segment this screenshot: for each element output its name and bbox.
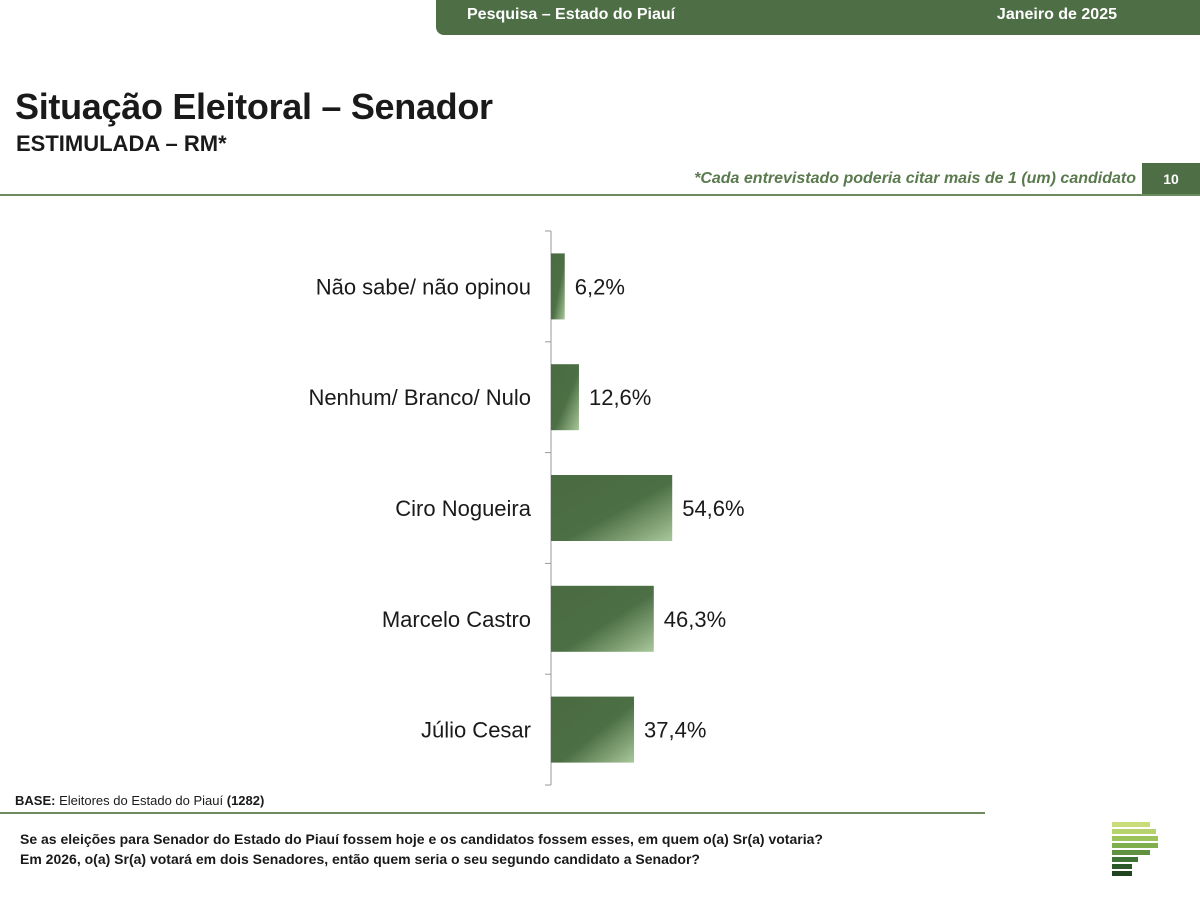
divider-bottom <box>0 812 985 814</box>
page-number: 10 <box>1142 163 1200 195</box>
base-note: BASE: Eleitores do Estado do Piauí (1282… <box>15 793 264 808</box>
data-label: 6,2% <box>575 274 625 299</box>
survey-name: Pesquisa – Estado do Piauí <box>467 6 676 23</box>
category-label: Marcelo Castro <box>382 607 531 632</box>
question-line-2: Em 2026, o(a) Sr(a) votará em dois Senad… <box>20 851 700 867</box>
data-label: 37,4% <box>644 718 706 743</box>
survey-date: Janeiro de 2025 <box>996 6 1117 23</box>
category-label: Ciro Nogueira <box>395 496 531 521</box>
data-label: 12,6% <box>589 385 651 410</box>
question-line-1: Se as eleições para Senador do Estado do… <box>20 831 823 847</box>
bar <box>551 364 579 431</box>
data-label: 46,3% <box>664 607 726 632</box>
logo-stripe <box>1112 829 1156 834</box>
logo-stripe <box>1112 836 1158 841</box>
header-bar: Pesquisa – Estado do Piauí Janeiro de 20… <box>436 0 1200 35</box>
base-count: (1282) <box>226 793 265 808</box>
footnote: *Cada entrevistado poderia citar mais de… <box>694 170 1136 187</box>
bar-chart: Não sabe/ não opinou 6,2% Nenhum/ Branco/ … <box>308 230 745 786</box>
logo-stripe <box>1112 864 1132 869</box>
bar <box>551 585 654 652</box>
base-text: Eleitores do Estado do Piauí <box>55 793 227 808</box>
category-label: Não sabe/ não opinou <box>316 274 531 299</box>
bar <box>551 696 635 763</box>
divider-top <box>0 194 1200 196</box>
bar <box>551 253 565 320</box>
survey-question: Se as eleições para Senador do Estado do… <box>20 829 823 869</box>
base-label: BASE: <box>15 793 56 808</box>
logo-stripe <box>1112 843 1158 848</box>
data-label: 54,6% <box>682 496 744 521</box>
page-subtitle: ESTIMULADA – RM* <box>16 131 227 156</box>
logo-stripe <box>1112 857 1138 862</box>
category-label: Júlio Cesar <box>421 718 531 743</box>
category-label: Nenhum/ Branco/ Nulo <box>308 385 531 410</box>
bar <box>551 475 673 541</box>
brand-logo <box>1112 822 1158 876</box>
logo-stripe <box>1112 850 1150 855</box>
page-title: Situação Eleitoral – Senador <box>15 86 493 127</box>
logo-stripe <box>1112 871 1132 876</box>
logo-stripe <box>1112 822 1150 827</box>
